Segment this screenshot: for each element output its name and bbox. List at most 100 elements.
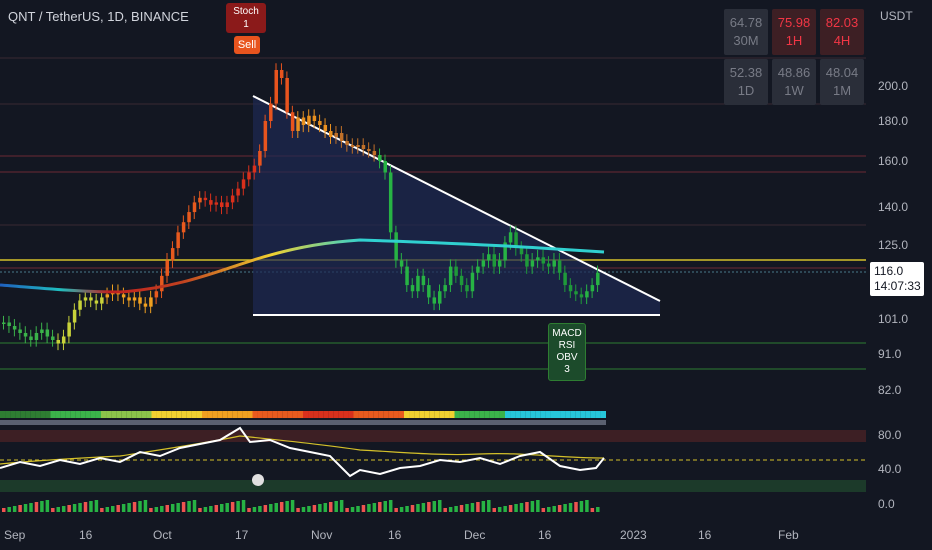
volume-bar (301, 507, 306, 512)
volume-bar (274, 503, 278, 512)
trend-band-segment (191, 411, 197, 418)
candle-body (416, 275, 420, 292)
trend-band-segment (85, 411, 91, 418)
volume-bar (530, 501, 535, 512)
trend-band-segment (510, 411, 516, 418)
last-price-countdown: 14:07:33 (874, 279, 921, 293)
candle-body (465, 285, 469, 292)
candle-body (94, 300, 99, 304)
volume-bar (203, 507, 208, 512)
price-tick-label: 125.0 (878, 238, 909, 252)
candle-body (296, 117, 300, 131)
trend-band-segment (348, 411, 354, 418)
trend-band-segment (585, 411, 591, 418)
volume-bar (111, 506, 115, 512)
volume-bar (12, 506, 17, 512)
candle-body (290, 112, 295, 131)
volume-bar (187, 501, 191, 512)
trend-band-segment (40, 411, 46, 418)
panel-cell: 48.04 1M (820, 59, 864, 105)
volume-bar (192, 500, 197, 512)
candle-body (34, 333, 39, 340)
overbought-zone (0, 430, 866, 442)
trend-band-segment (318, 411, 324, 418)
candle-body (378, 155, 382, 161)
trend-band-segment (202, 411, 208, 418)
trend-band-segment (65, 411, 71, 418)
volume-bar (72, 504, 77, 512)
candle-body (230, 195, 235, 203)
trend-band-segment (393, 411, 399, 418)
candle-body (503, 242, 507, 261)
oscillator-line (0, 426, 605, 478)
candle-body (149, 297, 153, 307)
volume-bar (121, 504, 126, 512)
candle-body (252, 165, 257, 173)
trend-band-segment (323, 411, 329, 418)
macd-rsi-obv-tag: MACD RSI OBV 3 (548, 323, 586, 381)
volume-bar (105, 507, 110, 512)
volume-bar (492, 508, 496, 512)
candle-body (361, 145, 366, 149)
trend-band-segment (434, 411, 440, 418)
trend-band-segment (600, 411, 606, 418)
date-tick-label: Dec (464, 528, 486, 542)
volume-bar (487, 500, 491, 512)
panel-value: 75.98 (777, 15, 811, 30)
candle-body (165, 260, 169, 276)
panel-cell: 82.03 4H (820, 9, 864, 55)
moving-average (0, 238, 605, 294)
trend-band-segment (80, 411, 86, 418)
trend-band-segment (70, 411, 76, 418)
trend-band-segment (449, 411, 455, 418)
trend-band-segment (242, 411, 248, 418)
volume-bar (241, 500, 246, 512)
candle-body (329, 131, 333, 137)
volume-bar (563, 504, 567, 512)
trend-band-segment (30, 411, 36, 418)
volume-bar (138, 501, 142, 512)
volume-bar (56, 507, 60, 512)
trend-band-segment (439, 411, 445, 418)
trend-band-segment (267, 411, 273, 418)
trend-band-segment (409, 411, 415, 418)
trend-band-segment (368, 411, 374, 418)
trend-band-segment (277, 411, 283, 418)
trend-band-segment (207, 411, 213, 418)
candle-body (263, 121, 268, 151)
candle-body (427, 285, 431, 298)
trend-band-segment (333, 411, 339, 418)
trend-band-segment (237, 411, 243, 418)
volume-bar (132, 502, 137, 512)
volume-bar (61, 506, 66, 512)
candle-body (323, 125, 328, 131)
volume-bar (350, 507, 355, 512)
candle-body (51, 336, 55, 340)
volume-bar (334, 501, 338, 512)
trend-band-segment (176, 411, 182, 418)
candle-body (530, 260, 535, 267)
volume-bar (579, 501, 584, 512)
candle-body (388, 172, 393, 233)
volume-bar (78, 503, 82, 512)
rsi-panel: 64.78 30M 75.98 1H 82.03 4H 52.38 1D 48.86 1W 48.0… (724, 9, 864, 105)
oscillator-tick-label: 0.0 (878, 497, 895, 511)
volume-bar (547, 507, 551, 512)
date-tick-label: 16 (79, 528, 93, 542)
trend-band-segment (313, 411, 319, 418)
trend-band-segment (247, 411, 253, 418)
chart-title: QNT / TetherUS, 1D, BINANCE (8, 9, 189, 24)
candle-body (192, 202, 197, 213)
trend-band-segment (116, 411, 122, 418)
date-tick-label: 16 (698, 528, 712, 542)
volume-bar (94, 500, 99, 512)
candle-body (40, 329, 44, 333)
trend-band-segment (555, 411, 561, 418)
volume-bar (230, 502, 235, 512)
volume-bar (45, 500, 50, 512)
candle-body (432, 297, 437, 304)
candle-body (285, 78, 289, 113)
volume-bar (252, 507, 257, 512)
volume-bar (596, 507, 600, 512)
